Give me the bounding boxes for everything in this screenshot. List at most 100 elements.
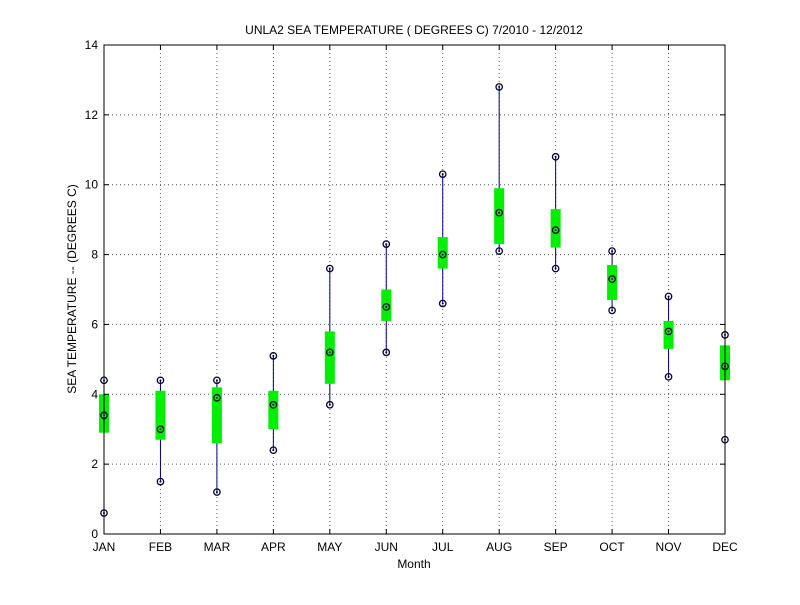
median-marker: [325, 348, 334, 357]
median-marker-ring: [495, 208, 504, 217]
max-marker-ring: [213, 376, 221, 385]
min-marker-dot: [215, 491, 218, 494]
plot-frame: [103, 44, 726, 535]
max-marker-dot: [554, 155, 557, 158]
min-marker-ring: [156, 477, 165, 486]
median-marker: [438, 250, 447, 259]
median-marker: [495, 208, 504, 217]
y-tick-label: 12: [85, 108, 99, 122]
y-tick-label: 14: [85, 38, 99, 52]
min-marker: [269, 446, 278, 455]
median-marker: [213, 393, 221, 402]
x-tick-label: APR: [261, 540, 286, 554]
iqr-box: [155, 390, 166, 440]
median-marker-ring: [664, 327, 673, 336]
iqr-box: [324, 331, 335, 384]
min-marker-ring: [551, 264, 560, 273]
max-marker-ring: [269, 352, 278, 360]
min-marker-ring: [495, 247, 504, 255]
y-tick-label: 8: [91, 248, 98, 262]
median-marker-ring: [269, 400, 278, 409]
min-marker-ring: [325, 400, 334, 409]
min-marker-ring: [664, 372, 673, 381]
min-marker: [325, 400, 334, 409]
chart-title: UNLA2 SEA TEMPERATURE ( DEGREES C) 7/201…: [245, 23, 583, 37]
max-marker: [495, 83, 504, 91]
median-marker: [664, 327, 673, 336]
x-tick-label: JUL: [432, 540, 454, 554]
max-marker-ring: [156, 376, 165, 385]
median-marker: [382, 303, 391, 311]
max-marker: [156, 376, 165, 385]
x-tick-label: AUG: [486, 540, 512, 554]
x-tick-label: FEB: [149, 540, 172, 554]
iqr-box: [550, 209, 561, 248]
min-marker: [156, 477, 165, 486]
x-tick-label: DEC: [712, 540, 738, 554]
x-axis-label: Month: [397, 557, 430, 571]
x-tick-label: SEP: [544, 540, 568, 554]
min-marker: [608, 306, 616, 315]
min-marker: [438, 299, 447, 308]
max-marker: [325, 264, 334, 273]
max-marker-ring: [551, 152, 560, 161]
median-marker-dot: [554, 229, 557, 232]
y-tick-label: 10: [85, 178, 99, 192]
x-tick-label: OCT: [599, 540, 625, 554]
max-marker-ring: [325, 264, 334, 273]
median-marker-ring: [551, 226, 560, 234]
min-marker-ring: [269, 446, 278, 455]
min-marker-ring: [382, 348, 391, 357]
min-marker-ring: [438, 299, 447, 308]
y-tick-label: 0: [91, 527, 98, 541]
min-marker-dot: [611, 309, 614, 312]
median-marker-ring: [608, 275, 616, 283]
min-marker-dot: [328, 403, 331, 406]
median-marker: [608, 275, 616, 283]
min-marker-dot: [498, 250, 501, 253]
max-marker-dot: [272, 354, 275, 357]
y-tick-label: 6: [91, 317, 98, 331]
x-tick-label: MAY: [317, 540, 342, 554]
iqr-box: [211, 387, 222, 444]
median-marker: [156, 425, 165, 434]
median-marker-dot: [272, 403, 275, 406]
median-marker-ring: [438, 250, 447, 259]
median-marker-dot: [328, 351, 331, 354]
median-marker-dot: [159, 428, 162, 431]
min-marker-dot: [272, 449, 275, 452]
min-marker-dot: [385, 351, 388, 354]
median-marker: [269, 400, 278, 409]
y-axis-label: SEA TEMPERATURE -- (DEGREES C): [65, 184, 79, 394]
max-marker-dot: [328, 267, 331, 270]
iqr-box: [268, 390, 279, 430]
x-tick-label: MAR: [204, 540, 231, 554]
max-marker: [551, 152, 560, 161]
max-marker-ring: [664, 292, 673, 301]
max-marker: [438, 170, 447, 179]
median-marker-dot: [215, 396, 218, 399]
max-marker-dot: [667, 295, 670, 298]
median-marker-dot: [441, 253, 444, 256]
iqr-box: [381, 289, 392, 321]
min-marker: [664, 372, 673, 381]
max-marker: [213, 376, 221, 385]
min-marker-dot: [159, 480, 162, 483]
grid-layer: [104, 45, 725, 534]
median-marker-dot: [611, 278, 614, 281]
max-marker-dot: [159, 379, 162, 382]
max-marker-dot: [498, 85, 501, 88]
max-marker-dot: [215, 379, 218, 382]
min-marker: [213, 488, 221, 496]
max-marker-ring: [438, 170, 447, 179]
min-marker-dot: [667, 375, 670, 378]
max-marker: [269, 352, 278, 360]
median-marker-dot: [385, 305, 388, 308]
min-marker-ring: [213, 488, 221, 496]
x-tick-label: JAN: [93, 540, 116, 554]
median-marker-dot: [498, 211, 501, 214]
max-marker-ring: [495, 83, 504, 91]
y-tick-label: 2: [91, 457, 98, 471]
median-marker-ring: [156, 425, 165, 434]
